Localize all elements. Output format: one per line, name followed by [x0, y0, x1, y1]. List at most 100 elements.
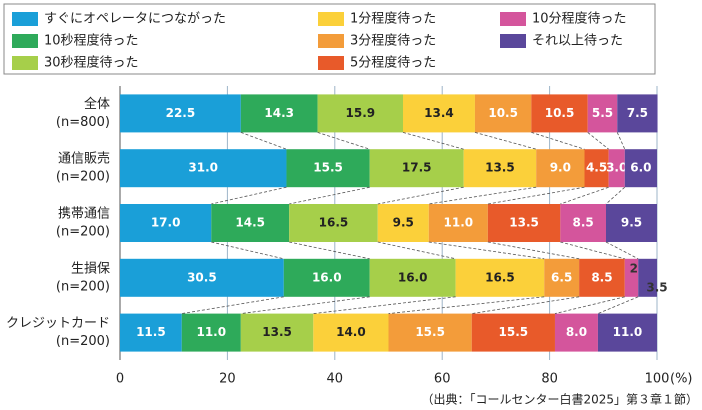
value-label: 13.5: [262, 325, 292, 339]
bar-segment: [560, 204, 606, 242]
connector: [211, 241, 284, 260]
value-label: 15.5: [313, 161, 343, 175]
legend-swatch: [318, 12, 344, 26]
bar-segment: [120, 94, 241, 133]
bar-segment: [554, 313, 598, 352]
value-label: 9.5: [621, 216, 642, 230]
bar-segment: [579, 258, 625, 297]
bar-segment: [487, 204, 561, 242]
bar-segment: [597, 313, 657, 352]
bar-segment: [369, 149, 464, 188]
bar-segment: [608, 149, 625, 188]
connector: [471, 296, 580, 314]
value-label: 6.5: [551, 270, 572, 284]
value-label: 9.5: [393, 216, 414, 230]
connector: [560, 241, 625, 260]
value-label: 22.5: [166, 106, 196, 120]
category-label: (n=200): [56, 170, 110, 185]
category-label: 通信販売: [58, 151, 110, 167]
bar-segment: [377, 204, 429, 242]
legend-swatch: [500, 34, 526, 48]
legend-label: 3分程度待った: [350, 33, 436, 49]
connector: [377, 186, 464, 205]
bar-segment: [531, 94, 588, 133]
value-label: 3.0: [606, 161, 627, 175]
connector: [428, 186, 537, 205]
bar-segment: [240, 313, 314, 352]
legend-label: すぐにオペレータにつながった: [44, 12, 226, 27]
bar-segment: [471, 313, 555, 352]
category-label: (n=200): [56, 334, 110, 349]
value-label: 15.5: [499, 325, 529, 339]
connector: [560, 186, 609, 205]
source-note: （出典：「コールセンター白書2025」第３章１節）: [421, 392, 698, 407]
x-tick-label: 40: [327, 372, 344, 387]
bar-segment: [120, 204, 212, 242]
value-label: 4.5: [586, 161, 607, 175]
value-label: 14.5: [235, 216, 265, 230]
bar-segment: [455, 258, 545, 297]
legend-swatch: [12, 56, 38, 70]
legend-swatch: [318, 56, 344, 70]
bar-segment: [211, 204, 290, 242]
bar-segment: [584, 149, 609, 188]
bar-segment: [402, 94, 475, 133]
value-label: 10.5: [488, 106, 518, 120]
bar-segment: [587, 94, 618, 133]
x-axis-unit: (%): [670, 372, 693, 387]
legend-swatch: [12, 12, 38, 26]
bar-segment: [536, 149, 585, 188]
legend-swatch: [318, 34, 344, 48]
connector: [240, 296, 370, 314]
value-label: 15.5: [415, 325, 445, 339]
value-label: 14.3: [264, 106, 294, 120]
value-label: 6.0: [630, 161, 651, 175]
bar-segment: [120, 313, 182, 352]
legend-swatch: [12, 34, 38, 48]
legend-label: 1分程度待った: [350, 11, 436, 27]
bar-segment: [181, 313, 241, 352]
category-label: 全体: [84, 96, 110, 112]
value-label: 13.5: [509, 216, 539, 230]
connector: [487, 241, 580, 260]
connector: [605, 186, 626, 205]
value-label: 9.0: [550, 161, 571, 175]
category-label: (n=200): [56, 225, 110, 240]
bar-segment: [286, 149, 370, 188]
connector: [402, 132, 464, 150]
connector: [317, 132, 370, 150]
x-tick-label: 20: [219, 372, 236, 387]
category-label: (n=200): [56, 279, 110, 294]
value-label: 8.5: [573, 216, 594, 230]
value-label: 31.0: [188, 161, 218, 175]
connector: [289, 241, 370, 260]
connector: [597, 296, 639, 314]
connector: [377, 241, 456, 260]
bar-segment: [289, 204, 378, 242]
value-label: 11.0: [196, 325, 226, 339]
bar-segment: [605, 204, 657, 242]
value-label: 16.0: [312, 270, 342, 284]
value-label: 5.5: [592, 106, 613, 120]
value-label: 8.0: [566, 325, 587, 339]
value-label: 3.5: [646, 280, 667, 294]
x-tick-label: 0: [116, 372, 124, 387]
value-label: 13.5: [485, 161, 515, 175]
value-label: 11.0: [613, 325, 643, 339]
category-label: 生損保: [71, 261, 110, 276]
connector: [487, 186, 585, 205]
legend-label: 30秒程度待った: [44, 55, 139, 71]
bar-segment: [283, 258, 370, 297]
x-tick-label: 100: [645, 372, 670, 387]
legend-label: 5分程度待った: [350, 55, 436, 71]
value-label: 17.5: [402, 161, 432, 175]
connector: [605, 241, 639, 260]
value-label: 16.0: [398, 270, 428, 284]
bar-segment: [388, 313, 472, 352]
value-label: 11.0: [444, 216, 474, 230]
connector: [474, 132, 537, 150]
bar-segment: [428, 204, 488, 242]
value-label: 17.0: [151, 216, 181, 230]
bar-segment: [474, 94, 532, 133]
value-label: 15.9: [346, 106, 376, 120]
